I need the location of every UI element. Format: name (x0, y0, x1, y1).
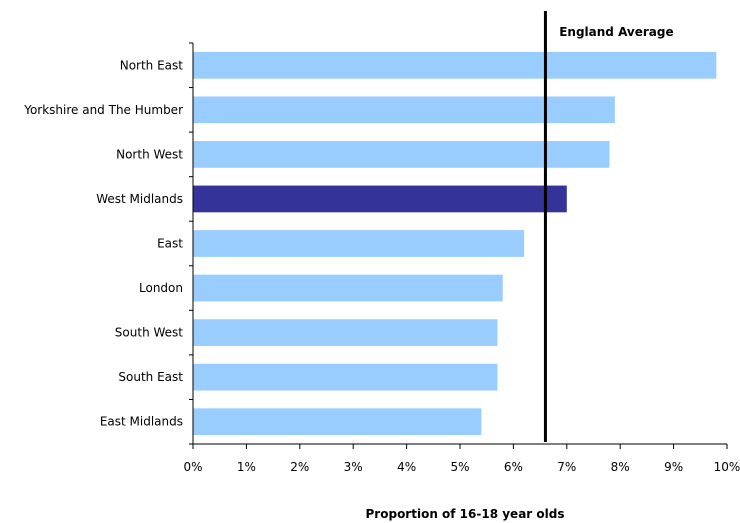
x-tick-label: 7% (557, 460, 576, 474)
x-tick-label: 2% (290, 460, 309, 474)
x-tick-label: 6% (504, 460, 523, 474)
bar-south-east (193, 363, 498, 391)
england-average-label: England Average (559, 25, 673, 39)
bar-yorkshire-and-the-humber (193, 96, 615, 124)
x-tick-label: 5% (450, 460, 469, 474)
reference-line-group: England Average (543, 11, 674, 442)
category-label: North East (120, 58, 184, 72)
bar-london (193, 274, 503, 302)
bar-east-midlands (193, 408, 482, 436)
category-label: South East (118, 370, 183, 384)
bar-west-midlands (193, 185, 567, 213)
bar-south-west (193, 319, 498, 346)
bar-east (193, 230, 525, 257)
category-label: London (139, 281, 183, 295)
x-tick-label: 4% (397, 460, 416, 474)
x-tick-label: 8% (611, 460, 630, 474)
x-axis-ticks: 0% 1% 2% 3% 4% 5% 6% 7% 8% 9% 10% (183, 444, 740, 474)
bar-north-west (193, 141, 610, 168)
category-labels: North East Yorkshire and The Humber North … (23, 58, 183, 428)
category-label: West Midlands (96, 192, 183, 206)
x-axis-title: Proportion of 16-18 year olds (366, 507, 565, 521)
bars-layer (193, 51, 717, 436)
x-tick-label: 0% (183, 460, 202, 474)
x-tick-label: 9% (664, 460, 683, 474)
category-label: East (157, 237, 183, 251)
category-label: Yorkshire and The Humber (23, 103, 183, 117)
bar-north-east (193, 51, 717, 79)
category-label: North West (116, 147, 183, 161)
category-label: South West (115, 326, 183, 340)
category-label: East Midlands (100, 415, 183, 429)
x-tick-label: 1% (237, 460, 256, 474)
x-tick-label: 3% (344, 460, 363, 474)
x-tick-label: 10% (714, 460, 740, 474)
